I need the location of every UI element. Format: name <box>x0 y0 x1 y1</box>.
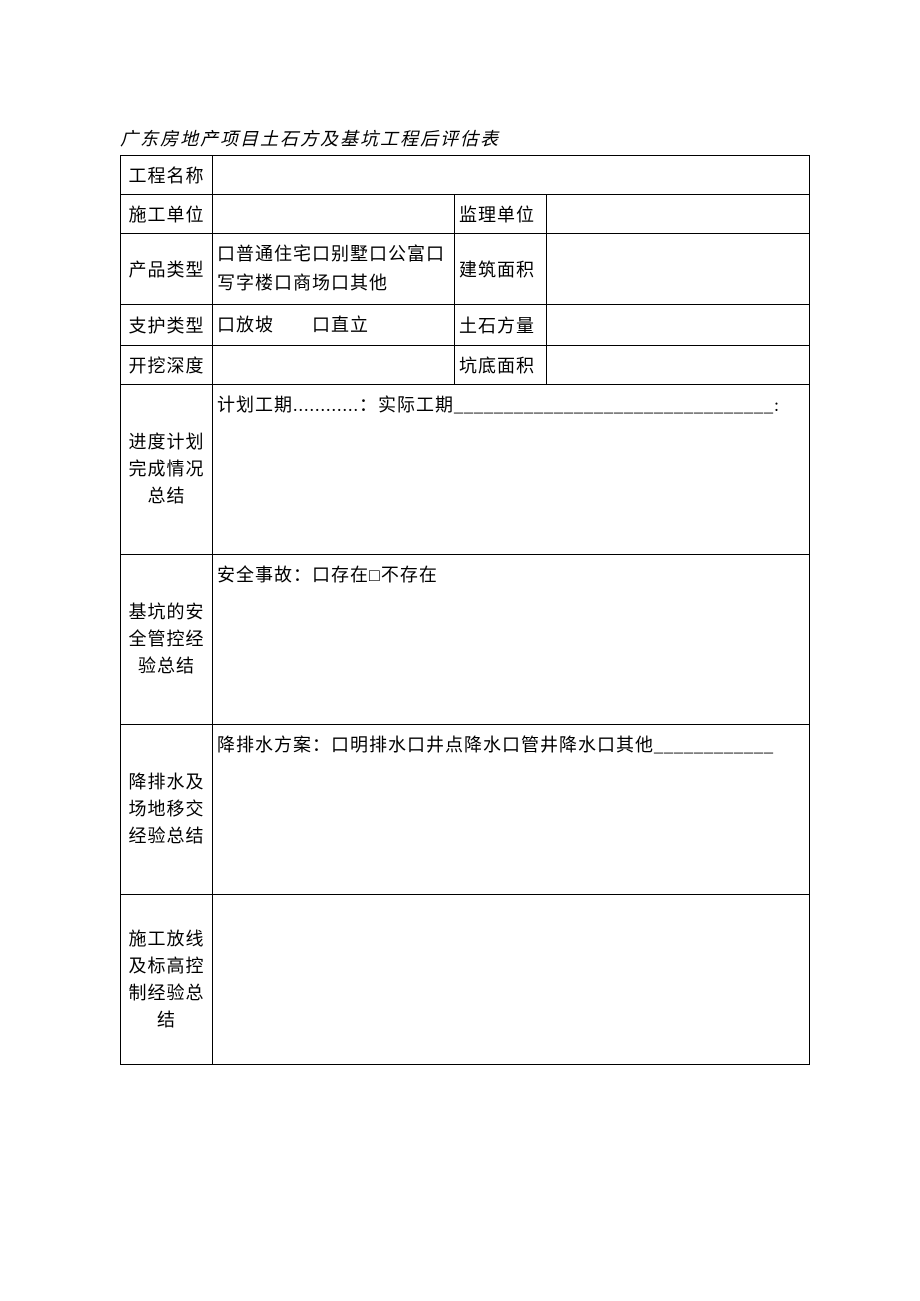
building-area-label: 建筑面积 <box>455 234 547 305</box>
earthwork-volume-label: 土石方量 <box>455 304 547 346</box>
excavation-depth-value <box>213 346 455 385</box>
table-row: 施工放线及标高控制经验总结 <box>121 895 810 1065</box>
table-row: 开挖深度 坑底面积 <box>121 346 810 385</box>
supervision-unit-value <box>547 195 810 234</box>
earthwork-volume-value <box>547 304 810 346</box>
product-type-label: 产品类型 <box>121 234 213 305</box>
project-name-label: 工程名称 <box>121 156 213 195</box>
table-row: 工程名称 <box>121 156 810 195</box>
table-row: 支护类型 口放坡 口直立 土石方量 <box>121 304 810 346</box>
table-row: 施工单位 监理单位 <box>121 195 810 234</box>
product-type-value: 口普通住宅口别墅口公富口写字楼口商场口其他 <box>213 234 455 305</box>
schedule-summary-content: 计划工期............：实际工期___________________… <box>213 385 810 555</box>
schedule-summary-label: 进度计划完成情况总结 <box>121 385 213 555</box>
table-row: 产品类型 口普通住宅口别墅口公富口写字楼口商场口其他 建筑面积 <box>121 234 810 305</box>
construction-unit-value <box>213 195 455 234</box>
layout-control-summary-label: 施工放线及标高控制经验总结 <box>121 895 213 1065</box>
support-type-label: 支护类型 <box>121 304 213 346</box>
pit-bottom-area-label: 坑底面积 <box>455 346 547 385</box>
building-area-value <box>547 234 810 305</box>
safety-summary-content: 安全事故：口存在□不存在 <box>213 555 810 725</box>
safety-summary-label: 基坑的安全管控经验总结 <box>121 555 213 725</box>
layout-control-summary-content <box>213 895 810 1065</box>
table-row: 基坑的安全管控经验总结 安全事故：口存在□不存在 <box>121 555 810 725</box>
support-type-value: 口放坡 口直立 <box>213 304 455 346</box>
excavation-depth-label: 开挖深度 <box>121 346 213 385</box>
document-page: 广东房地产项目土石方及基坑工程后评估表 工程名称 施工单位 监理单位 产品类型 … <box>0 0 920 1301</box>
evaluation-table: 工程名称 施工单位 监理单位 产品类型 口普通住宅口别墅口公富口写字楼口商场口其… <box>120 155 810 1065</box>
document-title: 广东房地产项目土石方及基坑工程后评估表 <box>120 125 810 151</box>
construction-unit-label: 施工单位 <box>121 195 213 234</box>
dewatering-summary-label: 降排水及场地移交经验总结 <box>121 725 213 895</box>
pit-bottom-area-value <box>547 346 810 385</box>
table-row: 降排水及场地移交经验总结 降排水方案：口明排水口井点降水口管井降水口其他____… <box>121 725 810 895</box>
dewatering-summary-content: 降排水方案：口明排水口井点降水口管井降水口其他____________ <box>213 725 810 895</box>
project-name-value <box>213 156 810 195</box>
supervision-unit-label: 监理单位 <box>455 195 547 234</box>
table-row: 进度计划完成情况总结 计划工期............：实际工期________… <box>121 385 810 555</box>
